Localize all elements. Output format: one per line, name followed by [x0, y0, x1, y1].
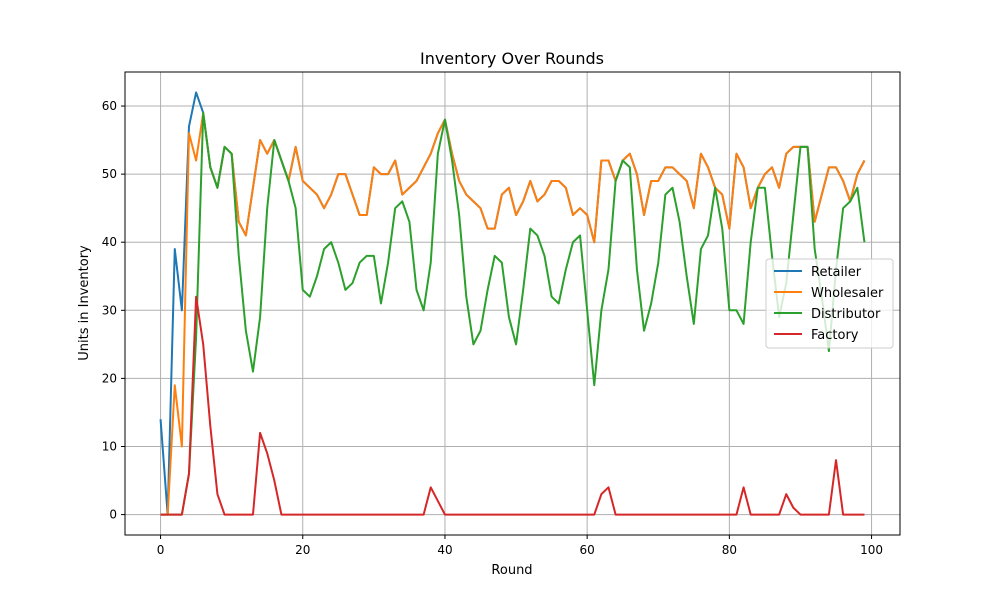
series-line-distributor — [160, 111, 866, 516]
x-tick-label: 60 — [580, 543, 595, 557]
legend-label-wholesaler: Wholesaler — [811, 286, 884, 301]
legend-label-distributor: Distributor — [811, 307, 881, 322]
x-tick-label: 80 — [722, 543, 737, 557]
y-axis-ticks: 0 10 20 30 40 50 60 — [102, 99, 125, 522]
y-tick-label: 50 — [102, 167, 117, 181]
x-tick-label: 40 — [437, 543, 452, 557]
legend-label-factory: Factory — [811, 328, 859, 343]
plot-frame — [124, 71, 901, 536]
legend-label-retailer: Retailer — [811, 265, 862, 280]
x-tick-label: 20 — [295, 543, 310, 557]
legend: Retailer Wholesaler Distributor Factory — [765, 258, 894, 349]
series-line-factory — [160, 295, 865, 516]
x-tick-label: 100 — [860, 543, 883, 557]
x-axis-label: Round — [491, 563, 532, 578]
series-lines — [159, 91, 866, 516]
x-tick-label: 0 — [157, 543, 165, 557]
y-tick-label: 60 — [102, 99, 117, 113]
y-tick-label: 40 — [102, 235, 117, 249]
chart-title: Inventory Over Rounds — [420, 49, 604, 68]
y-tick-label: 0 — [109, 508, 117, 522]
legend-box — [765, 258, 894, 349]
y-axis-label: Units in Inventory — [77, 245, 92, 361]
x-axis-ticks: 0 20 40 60 80 100 — [157, 535, 883, 557]
y-tick-label: 10 — [102, 439, 117, 453]
y-tick-label: 20 — [102, 371, 117, 385]
series-line-wholesaler — [160, 111, 866, 516]
y-tick-label: 30 — [102, 303, 117, 317]
